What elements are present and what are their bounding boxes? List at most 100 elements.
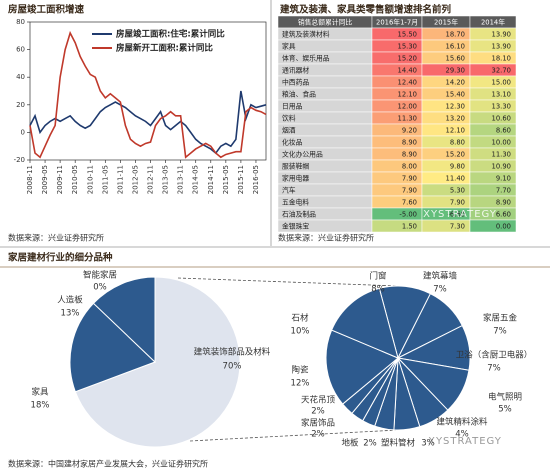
x-tick-label: 2012-11 xyxy=(147,165,155,194)
cell-value: 7.30 xyxy=(450,223,465,231)
y-tick-label: -20 xyxy=(14,156,25,164)
cell-value: 10.60 xyxy=(492,115,511,123)
cell-value: 11.30 xyxy=(398,115,417,123)
cell-value: 10.90 xyxy=(492,163,511,171)
row-label: 家具 xyxy=(282,42,296,51)
cell-value: 7.60 xyxy=(402,199,417,207)
row-label: 服装鞋帽 xyxy=(282,162,309,171)
cell-value: 12.10 xyxy=(446,127,465,135)
y-tick-label: 0 xyxy=(21,128,25,136)
slice-value-label: 2% xyxy=(311,407,325,417)
cell-value: 9.10 xyxy=(496,175,511,183)
x-tick-label: 2011-05 xyxy=(101,165,109,194)
x-tick-label: 2009-11 xyxy=(56,165,64,194)
cell-value: 12.30 xyxy=(446,103,465,111)
slice-value-label: 10% xyxy=(291,327,310,337)
slice-label: 建筑幕墙 xyxy=(423,271,458,282)
plot-frame xyxy=(29,21,267,161)
cell-value: 32.70 xyxy=(492,67,511,75)
slice-label: 卫浴（含厨卫电器） xyxy=(456,350,533,361)
cell-value: 9.20 xyxy=(402,127,417,135)
table-header: 2014年 xyxy=(481,18,505,27)
cell-value: -6.60 xyxy=(447,211,465,219)
legend-label: 房屋新开工面积:累计同比 xyxy=(116,43,213,54)
cell-value: 13.20 xyxy=(446,115,465,123)
row-label: 体育、娱乐用品 xyxy=(282,54,330,63)
cell-value: -5.00 xyxy=(399,211,417,219)
row-label: 饮料 xyxy=(282,114,296,123)
slice-label: 人造板 xyxy=(57,295,83,306)
x-tick-label: 2013-05 xyxy=(162,165,170,194)
slice-label: 塑料管材 xyxy=(381,438,416,449)
watermark: XYSTRATEGY xyxy=(423,209,497,220)
cell-value: 15.20 xyxy=(398,55,417,63)
table-cell xyxy=(469,219,517,233)
y-tick-label: 20 xyxy=(16,101,25,109)
series-line xyxy=(29,30,267,159)
slice-value-label: 2% xyxy=(311,430,325,440)
slice-value-label: 3% xyxy=(421,439,435,449)
watermark: XYSTRATEGY xyxy=(428,436,502,447)
cell-value: 12.10 xyxy=(398,91,417,99)
x-tick-label: 2015-05 xyxy=(222,165,230,194)
x-tick-label: 2016-05 xyxy=(252,165,260,194)
row-label: 金银珠宝 xyxy=(282,222,309,231)
cell-value: 15.50 xyxy=(398,31,417,39)
x-tick-label: 2014-05 xyxy=(192,165,200,194)
row-label: 日用品 xyxy=(282,103,303,111)
x-tick-label: 2008-11 xyxy=(26,165,34,194)
y-tick-label: 40 xyxy=(16,73,25,81)
slice-value-label: 5% xyxy=(498,405,512,415)
cell-value: 13.90 xyxy=(492,31,511,39)
slice-value-label: 4% xyxy=(455,430,469,440)
cell-value: 13.10 xyxy=(492,91,511,99)
slice-value-label: 8% xyxy=(371,285,385,295)
x-tick-label: 2014-11 xyxy=(207,165,215,194)
legend-label: 房屋竣工面积:住宅:累计同比 xyxy=(116,29,225,40)
cell-value: 0.00 xyxy=(496,223,511,231)
pie-slice xyxy=(69,302,156,393)
cell-value: 15.40 xyxy=(446,91,465,99)
cell-value: 7.90 xyxy=(402,187,417,195)
series-line xyxy=(29,90,267,155)
slice-value-label: 2% xyxy=(363,439,377,449)
cell-value: 18.10 xyxy=(492,55,511,63)
slice-value-label: 0% xyxy=(93,283,107,293)
x-tick-label: 2013-11 xyxy=(177,165,185,194)
cell-value: 11.40 xyxy=(446,175,465,183)
cell-value: 8.00 xyxy=(402,163,417,171)
x-tick-label: 2012-05 xyxy=(131,165,139,194)
slice-value-label: 7% xyxy=(493,327,507,337)
cell-value: 10.00 xyxy=(492,139,511,147)
row-label: 建筑及装潢材料 xyxy=(282,30,330,39)
x-tick-label: 2009-05 xyxy=(41,165,49,194)
cell-value: 15.30 xyxy=(398,43,417,51)
table-title: 建筑及装潢、家具类零售额增速排名前列 xyxy=(279,4,451,16)
slice-value-label: 18% xyxy=(31,401,50,411)
row-label: 中西药品 xyxy=(282,78,309,87)
slice-label: 地板 xyxy=(341,438,359,449)
cell-value: 8.90 xyxy=(402,151,417,159)
cell-value: 16.10 xyxy=(446,43,465,51)
cell-value: 12.40 xyxy=(398,79,417,87)
x-tick-label: 2011-11 xyxy=(116,165,124,194)
cell-value: 13.90 xyxy=(492,43,511,51)
cell-value: 7.70 xyxy=(496,187,511,195)
slice-label: 门窗 xyxy=(369,271,386,282)
row-label: 家用电器 xyxy=(282,174,309,183)
connector xyxy=(177,277,399,287)
slice-value-label: 7% xyxy=(433,285,447,295)
row-label: 石油及制品 xyxy=(282,210,316,219)
x-tick-label: 2010-05 xyxy=(71,165,79,194)
source-note: 数据来源：中国建材家居产业发展大会，兴业证券研究所 xyxy=(8,459,208,469)
slice-label: 建筑精料涂料 xyxy=(436,417,488,428)
pie-slice xyxy=(74,276,241,448)
slice-value-label: 70% xyxy=(223,362,242,372)
pie-slice xyxy=(330,287,399,359)
x-tick-label: 2015-11 xyxy=(237,165,245,194)
cell-value: 8.80 xyxy=(450,139,465,147)
cell-value: 15.00 xyxy=(492,79,511,87)
cell-value: 8.90 xyxy=(402,139,417,147)
